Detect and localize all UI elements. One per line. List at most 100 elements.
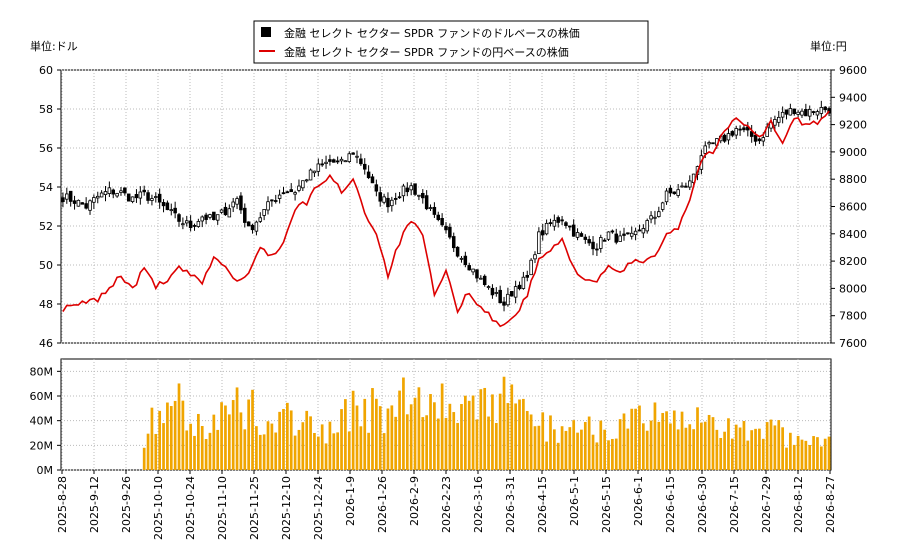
volume-bar — [351, 390, 355, 470]
candle-body — [455, 246, 460, 257]
candle-body — [792, 108, 796, 115]
volume-bar — [707, 414, 711, 470]
x-tick-label: 2025-10-10 — [152, 476, 165, 540]
volume-bar — [239, 412, 243, 470]
volume-bar — [626, 428, 630, 470]
candle-body — [664, 190, 669, 203]
candle-body — [784, 109, 789, 115]
candle-body — [347, 153, 352, 162]
candle-body — [173, 207, 177, 214]
volume-bar — [340, 409, 343, 470]
volume-bar — [552, 429, 556, 470]
volume-bar — [494, 422, 498, 470]
volume-bar — [224, 405, 227, 470]
candle-body — [498, 289, 502, 304]
candle-body — [448, 226, 452, 238]
candle-body — [231, 201, 235, 208]
volume-bar — [193, 435, 196, 470]
candle-body — [591, 241, 595, 250]
volume-bar — [189, 423, 192, 470]
volume-bar — [568, 427, 572, 470]
volume-bar — [819, 446, 823, 470]
candle-body — [579, 233, 584, 237]
price-grid — [61, 69, 831, 344]
volume-bar — [305, 410, 309, 470]
volume-tick-label: 20M — [30, 439, 54, 452]
volume-bar — [394, 416, 398, 470]
candle-body — [285, 191, 290, 194]
volume-bar — [522, 398, 525, 470]
candle-body — [595, 248, 599, 251]
candle-body — [486, 286, 491, 288]
candle-body — [823, 106, 827, 111]
candle-body — [227, 208, 232, 218]
volume-bar — [255, 426, 258, 470]
volume-bar — [580, 429, 583, 470]
volume-bar — [235, 387, 239, 470]
candle-body — [688, 180, 692, 188]
right-tick-label: 9400 — [839, 91, 867, 104]
volume-bar — [696, 407, 699, 470]
candle-body — [378, 192, 382, 202]
volume-bar — [278, 411, 281, 470]
volume-bar — [537, 425, 541, 470]
candle-body — [134, 194, 139, 199]
right-tick-label: 8000 — [839, 282, 867, 295]
volume-bar — [405, 414, 409, 470]
candle-body — [711, 142, 715, 145]
candle-body — [273, 200, 278, 202]
right-tick-label: 8400 — [839, 228, 867, 241]
candle-body — [212, 211, 216, 220]
candle-body — [401, 185, 406, 197]
candle-body — [390, 199, 394, 207]
candle-body — [529, 259, 533, 276]
candle-body — [351, 152, 355, 155]
candle-body — [215, 214, 220, 221]
candle-body — [328, 159, 332, 162]
candle-body — [119, 190, 123, 193]
volume-bar — [796, 435, 800, 470]
candle-body — [436, 214, 441, 220]
volume-bar — [266, 421, 270, 470]
volume-bar — [781, 427, 784, 470]
volume-bar — [734, 424, 738, 470]
volume-bar — [703, 421, 707, 470]
volume-bars — [142, 376, 831, 470]
volume-bar — [564, 430, 568, 470]
candle-body — [537, 231, 541, 254]
volume-bar — [692, 429, 695, 470]
volume-bar — [467, 400, 471, 470]
x-tick-label: 2026-2-9 — [408, 476, 421, 526]
price-panel — [60, 69, 832, 344]
candle-body — [312, 170, 317, 174]
candle-body — [614, 233, 619, 243]
candle-body — [258, 217, 263, 222]
jpy-price-line — [62, 110, 830, 328]
volume-bar — [754, 428, 757, 470]
volume-bar — [800, 439, 804, 470]
candle-body — [738, 128, 742, 131]
right-tick-label: 9600 — [839, 64, 867, 77]
x-tick-label: 2025-9-12 — [88, 476, 101, 533]
candle-body — [304, 179, 309, 182]
volume-bar — [680, 411, 684, 470]
volume-bar — [614, 438, 618, 470]
candle-body — [827, 108, 831, 114]
volume-bar — [742, 421, 746, 470]
right-tick-label: 8200 — [839, 255, 867, 268]
volume-bar — [162, 423, 165, 470]
candle-body — [324, 161, 328, 164]
volume-bar — [247, 399, 251, 470]
candle-body — [819, 107, 824, 114]
x-tick-label: 2026-6-1 — [632, 476, 645, 526]
candlestick-series — [61, 100, 831, 312]
volume-bar — [382, 433, 386, 470]
volume-bar — [227, 414, 231, 470]
volume-bar — [684, 427, 688, 470]
candle-body — [734, 128, 738, 136]
volume-bar — [560, 426, 564, 470]
volume-bar — [529, 414, 533, 470]
x-tick-label: 2025-12-10 — [280, 476, 293, 540]
volume-bar — [576, 432, 579, 470]
volume-bar — [611, 438, 614, 470]
